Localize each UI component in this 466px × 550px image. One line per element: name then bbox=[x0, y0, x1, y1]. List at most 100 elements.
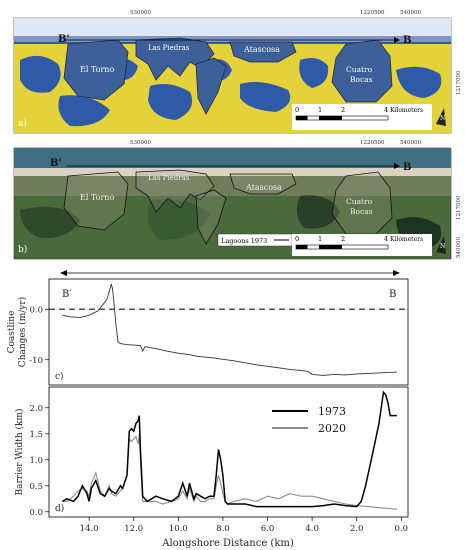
panel-d-x-ticks: 14.0 12.0 10.0 8.0 6.0 4.0 2.0 0.0 bbox=[80, 517, 408, 534]
north-arrow-icon-b bbox=[436, 236, 446, 254]
coord-side-a: 1217000 bbox=[456, 70, 462, 95]
north-label-b: N bbox=[440, 243, 445, 250]
panel-a-water-patch bbox=[299, 58, 329, 88]
label-atascosa-b: Atascosa bbox=[245, 183, 282, 192]
scale-tick-0-b: 0 bbox=[295, 235, 299, 243]
north-arrow-icon-a bbox=[436, 108, 446, 126]
scale-tick-0-a: 0 bbox=[295, 106, 299, 114]
panel-c-y-tick-label-0: 0.0 bbox=[29, 305, 43, 315]
coastline-change-series bbox=[62, 283, 397, 376]
panel-d-x-tick-label-5: 4.0 bbox=[305, 524, 319, 534]
lagoon-channel-a bbox=[195, 57, 227, 115]
panel-d-x-tick-label-4: 6.0 bbox=[261, 524, 275, 534]
label-atascosa-a: Atascosa bbox=[243, 45, 280, 54]
panel-c-end-left: B′ bbox=[62, 289, 72, 300]
label-el-torno-b: El Torno bbox=[80, 193, 114, 202]
panel-d-x-tick-label-2: 10.0 bbox=[169, 524, 188, 534]
panel-d-y-tick-label-4: 2.0 bbox=[29, 404, 43, 414]
direction-arrow bbox=[60, 270, 400, 276]
lagoon-outline-channel-b bbox=[195, 189, 227, 245]
scale-bar-seg-a bbox=[319, 116, 342, 120]
legend-label-2020: 2020 bbox=[318, 422, 346, 435]
panel-b-vegetation bbox=[147, 199, 210, 240]
panel-d-y-tick-label-2: 1.0 bbox=[29, 456, 43, 466]
panel-a-water-patch bbox=[240, 82, 291, 112]
scale-unit-b: Kilometers bbox=[390, 236, 423, 243]
panel-d-x-tick-label-1: 12.0 bbox=[124, 524, 143, 534]
panel-a-map: B' B El Torno Las Piedras Atascosa Cuatr… bbox=[13, 10, 462, 134]
lagoon-las-piedras-a bbox=[135, 37, 215, 81]
scale-tick-1-a: 1 bbox=[318, 106, 322, 114]
panel-b-vegetation bbox=[20, 206, 80, 239]
panel-d-y-tick-label-0: 0.0 bbox=[29, 508, 43, 518]
panel-d-tag: d) bbox=[55, 503, 64, 514]
marker-b-a: B bbox=[403, 35, 411, 46]
panel-a-water-patch bbox=[148, 84, 193, 120]
panel-d-y-ticks: 0.0 0.5 1.0 1.5 2.0 bbox=[29, 404, 49, 518]
lagoon-outline-atascosa-b bbox=[229, 173, 297, 195]
legend-label-1973: 1973 bbox=[318, 405, 346, 418]
series-1973-line bbox=[62, 390, 397, 508]
panel-d-x-tick-label-0: 14.0 bbox=[80, 524, 99, 534]
coord-side-b: 1217000 bbox=[456, 195, 462, 220]
panel-a-sea-strip bbox=[14, 18, 451, 36]
panel-b-dark-water bbox=[296, 195, 340, 229]
panel-a-beach bbox=[14, 36, 451, 42]
scale-tick-2-a: 2 bbox=[341, 106, 345, 114]
scale-tick-4-a: 4 bbox=[384, 106, 388, 114]
coord-top-1-b: 530000 bbox=[130, 140, 151, 146]
panel-c-tag: c) bbox=[55, 371, 64, 382]
panel-b-beach bbox=[14, 168, 451, 176]
coord-top-1-a: 530000 bbox=[130, 10, 151, 16]
panel-b-map: B' B El Torno Las Piedras Atascosa Cuatr… bbox=[13, 140, 462, 260]
panel-d-chart: 0.0 0.5 1.0 1.5 2.0 14.0 12.0 10.0 8.0 6.0 4.0 2.0… bbox=[14, 386, 409, 549]
lagoon-outline-las-piedras-b bbox=[135, 169, 215, 213]
scale-tick-1-b: 1 bbox=[318, 235, 322, 243]
panel-a-water-patch bbox=[20, 55, 61, 93]
panel-c-plot-area bbox=[48, 278, 409, 386]
lagoon-atascosa-a bbox=[229, 41, 297, 63]
panel-a-water-patch bbox=[396, 66, 442, 98]
label-las-piedras-b: Las Piedras bbox=[148, 174, 190, 182]
panel-d-legend: 1973 2020 bbox=[272, 405, 346, 435]
scale-tick-2-b: 2 bbox=[341, 235, 345, 243]
scale-unit-a: Kilometers bbox=[390, 107, 423, 114]
marker-b-prime-b: B' bbox=[50, 158, 62, 169]
direction-arrow-right-icon bbox=[393, 270, 400, 276]
lagoon-el-torno-a bbox=[63, 39, 129, 101]
coord-top-3-b: 540000 bbox=[400, 140, 421, 146]
panel-a-tag: a) bbox=[18, 118, 27, 129]
label-cuatro-bocas-b-line1: Cuatro bbox=[346, 197, 373, 206]
panel-c-y-tick-label-1: -10 bbox=[29, 356, 43, 366]
panel-b-sea bbox=[14, 148, 451, 168]
panel-a-water-patch bbox=[58, 95, 110, 127]
panel-c-end-right: B bbox=[389, 289, 396, 300]
panel-d-x-tick-label-6: 2.0 bbox=[350, 524, 364, 534]
panel-d-x-tick-label-3: 8.0 bbox=[216, 524, 230, 534]
transect-arrow-b bbox=[394, 163, 400, 169]
direction-arrow-left-icon bbox=[60, 270, 67, 276]
panel-d-plot-area bbox=[48, 386, 409, 518]
north-label-a: N bbox=[440, 115, 445, 122]
scale-bar-seg-b bbox=[296, 245, 308, 249]
coord-top-3-a: 540000 bbox=[400, 10, 421, 16]
marker-b-prime-a: B' bbox=[58, 34, 70, 45]
lagoon-cuatro-bocas-a bbox=[331, 39, 393, 103]
panel-d-y-tick-label-3: 1.5 bbox=[29, 430, 43, 440]
label-cuatro-bocas-b-line2: Bocas bbox=[350, 207, 373, 216]
panel-d-y-tick-label-1: 0.5 bbox=[29, 482, 43, 492]
coord-top-2-a: 1220500 bbox=[360, 10, 385, 16]
marker-b-b: B bbox=[403, 162, 411, 173]
label-cuatro-bocas-a-line2: Bocas bbox=[350, 75, 373, 84]
scale-tick-4-b: 4 bbox=[384, 235, 388, 243]
panel-d-ylabel: Barrier Width (km) bbox=[14, 409, 25, 496]
panel-b-tag: b) bbox=[18, 244, 27, 255]
coord-top-2-b: 1220500 bbox=[360, 140, 385, 146]
label-cuatro-bocas-a-line1: Cuatro bbox=[346, 65, 373, 74]
panel-c-ylabel-line2: Changes (m/yr) bbox=[17, 297, 28, 367]
scale-bar-seg-b bbox=[319, 245, 342, 249]
panel-c-y-ticks: 0.0 -10 bbox=[29, 305, 49, 366]
label-las-piedras-a: Las Piedras bbox=[148, 44, 190, 52]
panel-d-xlabel: Alongshore Distance (km) bbox=[161, 538, 294, 549]
